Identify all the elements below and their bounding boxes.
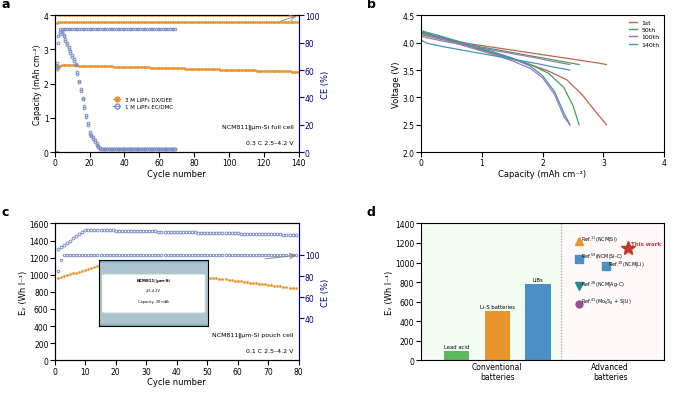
Y-axis label: Eᵥ (Wh l⁻¹): Eᵥ (Wh l⁻¹) [384,270,394,314]
Text: This work: This work [631,241,661,246]
Bar [525,284,551,360]
Text: Lead acid: Lead acid [444,344,469,349]
Bar [444,351,469,360]
X-axis label: Cycle number: Cycle number [147,169,206,178]
Text: b: b [367,0,376,11]
Text: NCM811‖μm-Si full cell: NCM811‖μm-Si full cell [222,124,294,130]
Text: 0.3 C 2.5–4.2 V: 0.3 C 2.5–4.2 V [247,141,294,146]
Text: Ref.$^{41}$(Mo$_6$S$_4$ + S|Li): Ref.$^{41}$(Mo$_6$S$_4$ + S|Li) [582,296,632,307]
Text: a: a [1,0,10,11]
X-axis label: Cycle number: Cycle number [147,377,206,386]
Text: Ref.$^{11}$(NCM|Si): Ref.$^{11}$(NCM|Si) [582,234,619,244]
Y-axis label: CE (%): CE (%) [321,278,329,306]
Legend: 1st, 50th, 100th, 140th: 1st, 50th, 100th, 140th [628,19,661,49]
Text: Ref.$^{30}$(NCM|Li): Ref.$^{30}$(NCM|Li) [608,259,645,269]
Bar [421,224,560,360]
Bar [560,224,664,360]
Text: Ref.$^{26}$(NCM|Ag-C): Ref.$^{26}$(NCM|Ag-C) [582,279,625,289]
Text: c: c [1,206,8,219]
Text: LiBs: LiBs [533,277,543,282]
Text: Li-S batteries: Li-S batteries [479,305,515,310]
Text: d: d [367,206,376,219]
Y-axis label: Voltage (V): Voltage (V) [392,61,401,108]
Y-axis label: Capacity (mAh cm⁻²): Capacity (mAh cm⁻²) [34,45,42,125]
X-axis label: Capacity (mAh cm⁻²): Capacity (mAh cm⁻²) [499,169,586,178]
Y-axis label: CE (%): CE (%) [321,70,329,98]
Text: NCM811‖μm-Si pouch cell: NCM811‖μm-Si pouch cell [212,332,294,337]
Text: Ref.$^{59}$(NCM|Si-C): Ref.$^{59}$(NCM|Si-C) [582,252,623,262]
Y-axis label: Eᵥ (Wh l⁻¹): Eᵥ (Wh l⁻¹) [18,270,28,314]
Bar [485,312,510,360]
Legend: 3 M LiPF₆ DX/DEE, 1 M LiPF₆ EC/DMC: 3 M LiPF₆ DX/DEE, 1 M LiPF₆ EC/DMC [111,95,175,112]
Text: 0.1 C 2.5–4.2 V: 0.1 C 2.5–4.2 V [247,349,294,354]
